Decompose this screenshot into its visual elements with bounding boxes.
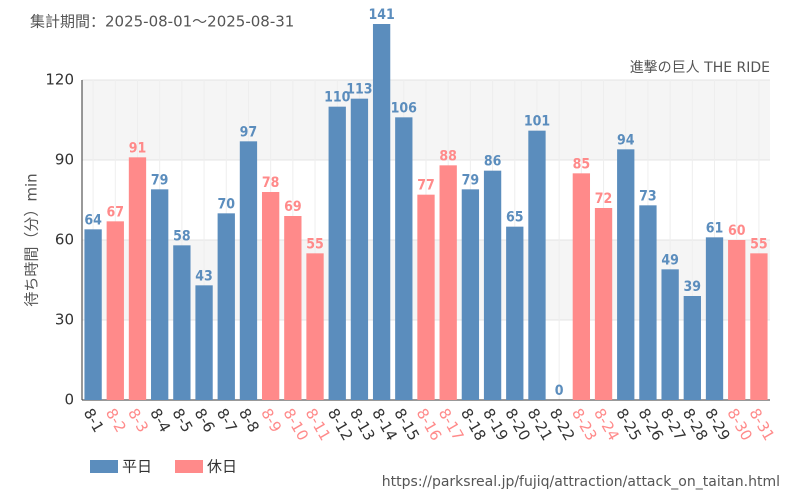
bar [217,213,235,400]
bar [572,173,591,400]
value-label: 72 [595,191,613,207]
bar [106,221,124,400]
bar [195,285,213,400]
bar [128,157,147,400]
value-label: 94 [617,132,635,148]
value-label: 39 [684,279,702,295]
value-label: 86 [484,154,502,170]
value-label: 69 [284,199,302,215]
bar [483,170,502,400]
value-label: 110 [324,90,351,106]
x-tick-label: 8-4 [146,405,174,435]
value-label: 79 [462,172,480,188]
value-label: 61 [706,220,724,236]
x-tick-label: 8-8 [235,405,263,435]
value-label: 85 [573,156,591,172]
bar [461,189,480,400]
value-label: 58 [173,228,191,244]
x-tick-label: 8-7 [213,405,241,435]
bar [306,253,324,400]
y-axis-label: 待ち時間（分）min [23,173,41,306]
bar [639,205,657,400]
value-label: 43 [195,268,213,284]
bar [84,229,102,400]
bar [683,296,701,400]
value-label: 64 [84,212,102,228]
chart-subtitle: 進撃の巨人 THE RIDE [630,60,770,76]
bar [151,189,169,400]
value-label: 67 [107,204,125,220]
x-tick-label: 8-9 [257,405,285,435]
bar [328,106,346,401]
bar [350,98,369,401]
x-tick-label: 8-5 [169,405,197,435]
value-label: 73 [639,188,657,204]
y-tick-label: 90 [55,151,74,169]
source: https://parksreal.jp/fujiq/attraction/at… [382,474,780,490]
x-tick-label: 8-1 [80,405,108,435]
chart-title: 集計期間：2025-08-01～2025-08-31 [30,13,294,31]
bar [417,194,435,400]
y-tick-label: 120 [45,71,74,89]
value-label: 55 [750,236,768,252]
bar [506,226,524,400]
bar [661,269,679,400]
value-label: 70 [217,196,235,212]
legend-swatch [90,460,118,473]
bar [705,237,724,400]
bar [617,149,635,400]
x-tick-label: 8-2 [102,405,130,435]
value-label: 113 [346,82,372,98]
value-label: 49 [661,252,679,268]
bar [261,192,280,400]
value-label: 77 [417,178,435,194]
bar [594,208,613,400]
y-tick-label: 0 [64,391,74,409]
value-label: 106 [391,100,418,116]
bar [528,130,546,400]
value-label: 60 [728,223,746,239]
bar [173,245,191,400]
bar [239,141,258,401]
bar [372,24,391,400]
value-label: 65 [506,210,524,226]
legend-swatch [175,460,203,473]
bar [728,240,746,400]
legend-label: 休日 [207,458,237,476]
value-label: 88 [439,148,457,164]
value-label: 141 [368,7,394,23]
legend-label: 平日 [122,458,152,476]
value-label: 0 [555,383,564,399]
x-tick-label: 8-6 [191,405,219,435]
bar [439,165,457,400]
bar [395,117,413,400]
value-label: 91 [129,140,147,156]
y-tick-label: 60 [55,231,74,249]
y-tick-label: 30 [55,311,74,329]
bar [284,216,302,400]
value-label: 55 [306,236,324,252]
x-tick-label: 8-3 [124,405,152,435]
value-label: 101 [524,114,550,130]
value-label: 79 [151,172,169,188]
value-label: 78 [262,175,280,191]
bar [750,253,768,400]
value-label: 97 [240,124,258,140]
